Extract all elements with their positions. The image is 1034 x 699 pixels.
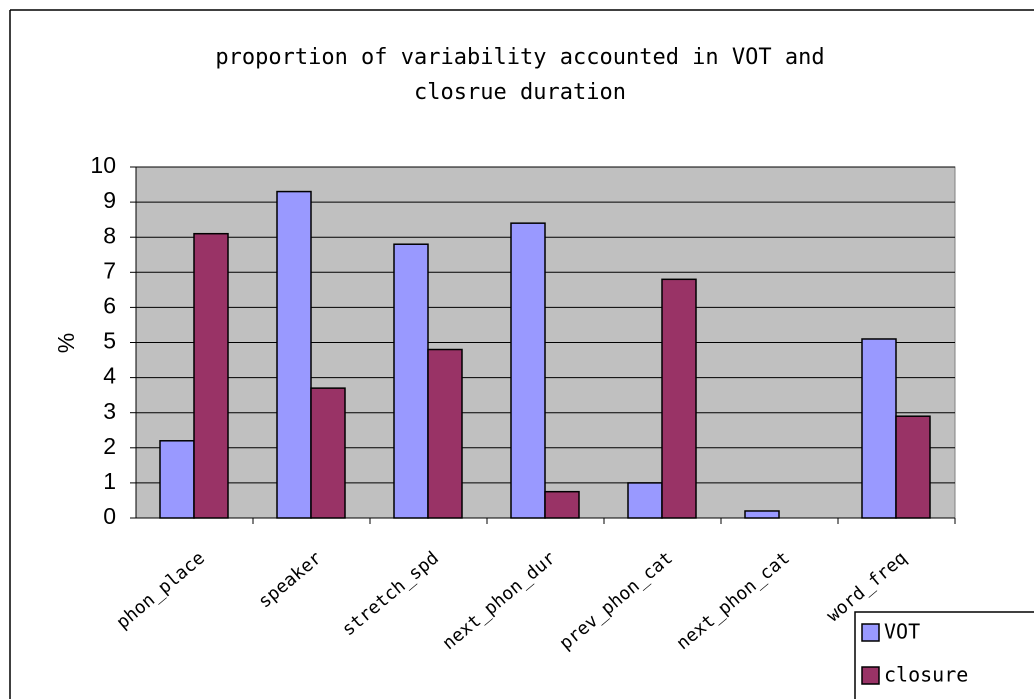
chart-title: proportion of variability accounted in V… [215, 45, 825, 105]
legend-label: closure [884, 663, 968, 687]
y-tick-label: 2 [103, 433, 116, 459]
bar [861, 338, 897, 519]
bar [895, 415, 931, 519]
bar [276, 190, 312, 519]
y-tick-label: 1 [103, 468, 116, 494]
bar [193, 232, 229, 519]
bar [427, 348, 463, 519]
x-tick-label: next_phon_cat [673, 548, 794, 655]
y-tick-label: 0 [103, 503, 116, 529]
y-tick-label: 9 [103, 187, 116, 213]
y-tick-label: 7 [103, 257, 116, 283]
y-axis-label: % [53, 333, 79, 353]
x-tick-label: speaker [254, 547, 326, 612]
y-tick-label: 8 [103, 222, 116, 248]
bar [393, 243, 429, 519]
bar [661, 278, 697, 519]
legend-swatch [861, 666, 880, 685]
x-tick-label: prev_phon_cat [556, 548, 677, 655]
x-tick-label: next_phon_dur [439, 547, 561, 654]
y-tick-label: 3 [103, 398, 116, 424]
legend-label: VOT [884, 620, 920, 644]
bar [159, 440, 195, 519]
y-tick-label: 6 [103, 292, 116, 318]
x-tick-label: phon_place [112, 548, 209, 634]
bar [744, 510, 780, 519]
bar [310, 387, 346, 519]
bar [544, 490, 580, 519]
legend [854, 611, 1034, 699]
bar [510, 222, 546, 519]
y-tick-label: 10 [90, 152, 116, 178]
y-tick-label: 4 [103, 363, 116, 389]
x-tick-label: stretch_spd [338, 548, 443, 641]
y-tick-label: 5 [103, 328, 116, 354]
legend-swatch [861, 623, 880, 642]
bar [627, 482, 663, 519]
